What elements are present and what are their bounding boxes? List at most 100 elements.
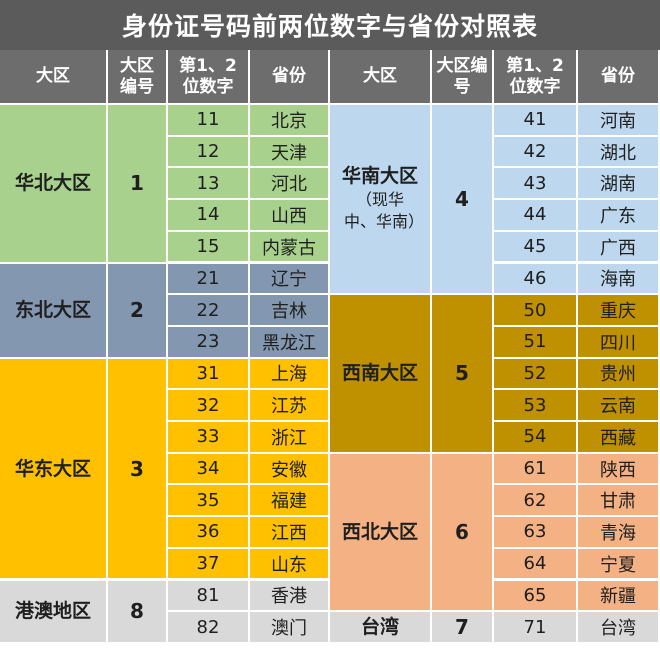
region-name: 西南大区: [330, 295, 432, 454]
province-name: 上海: [250, 358, 330, 391]
region-number: 2: [108, 263, 168, 359]
region-subtitle: （现华中、华南）: [344, 190, 425, 232]
province-name: 香港: [250, 580, 330, 613]
region-name-text: 东北大区: [14, 299, 91, 322]
prefix-code: 36: [168, 517, 250, 549]
prefix-code: 13: [168, 168, 250, 201]
prefix-code: 42: [494, 136, 578, 169]
prefix-code: 54: [494, 422, 578, 454]
province-name: 广东: [578, 200, 660, 232]
province-name: 安徽: [250, 453, 330, 486]
region-name-text: 西南大区: [341, 362, 418, 385]
page-title: 身份证号码前两位数字与省份对照表: [0, 0, 660, 50]
prefix-code: 82: [168, 612, 250, 644]
header-region-no: 大区编号: [432, 50, 494, 105]
province-name: 湖南: [578, 168, 660, 201]
province-name: 河北: [250, 168, 330, 201]
region-name: 华北大区: [0, 105, 108, 264]
prefix-code: 21: [168, 263, 250, 296]
province-name: 澳门: [250, 612, 330, 644]
prefix-code: 44: [494, 200, 578, 232]
region-number: 4: [432, 105, 494, 296]
prefix-code: 22: [168, 295, 250, 327]
region-number: 3: [108, 358, 168, 581]
prefix-code: 62: [494, 485, 578, 518]
region-name: 华南大区 （现华中、华南）: [330, 105, 432, 296]
prefix-code: 14: [168, 200, 250, 232]
header-region-no: 大区编号: [108, 50, 168, 105]
region-name-text: 台湾: [360, 616, 399, 639]
prefix-code: 50: [494, 295, 578, 327]
province-name: 陕西: [578, 453, 660, 486]
province-name: 黑龙江: [250, 326, 330, 359]
province-name: 青海: [578, 517, 660, 549]
province-name: 山西: [250, 200, 330, 232]
province-name: 北京: [250, 105, 330, 137]
province-name: 西藏: [578, 422, 660, 454]
province-name: 四川: [578, 326, 660, 359]
region-name: 港澳地区: [0, 580, 108, 644]
region-number: 8: [108, 580, 168, 644]
province-name: 浙江: [250, 422, 330, 454]
prefix-code: 51: [494, 326, 578, 359]
province-name: 江苏: [250, 390, 330, 422]
prefix-code: 37: [168, 548, 250, 581]
province-name: 江西: [250, 517, 330, 549]
prefix-code: 12: [168, 136, 250, 169]
prefix-code: 23: [168, 326, 250, 359]
region-number: 7: [432, 612, 494, 644]
prefix-code: 33: [168, 422, 250, 454]
province-name: 河南: [578, 105, 660, 137]
prefix-code: 63: [494, 517, 578, 549]
province-name: 台湾: [578, 612, 660, 644]
province-name: 重庆: [578, 295, 660, 327]
prefix-code: 46: [494, 263, 578, 296]
header-region: 大区: [330, 50, 432, 105]
province-name: 天津: [250, 136, 330, 169]
prefix-code: 15: [168, 231, 250, 264]
prefix-code: 65: [494, 580, 578, 613]
region-name: 东北大区: [0, 263, 108, 359]
header-region: 大区: [0, 50, 108, 105]
province-name: 广西: [578, 231, 660, 264]
region-name-text: 西北大区: [341, 520, 418, 543]
region-number: 6: [432, 453, 494, 613]
prefix-code: 45: [494, 231, 578, 264]
prefix-code: 11: [168, 105, 250, 137]
header-province: 省份: [578, 50, 660, 105]
header-digits: 第1、2位数字: [494, 50, 578, 105]
prefix-code: 32: [168, 390, 250, 422]
prefix-code: 52: [494, 358, 578, 391]
province-name: 辽宁: [250, 263, 330, 296]
prefix-code: 61: [494, 453, 578, 486]
province-name: 甘肃: [578, 485, 660, 518]
province-name: 新疆: [578, 580, 660, 613]
prefix-code: 53: [494, 390, 578, 422]
province-name: 山东: [250, 548, 330, 581]
province-name: 福建: [250, 485, 330, 518]
prefix-code: 41: [494, 105, 578, 137]
header-province: 省份: [250, 50, 330, 105]
prefix-code: 81: [168, 580, 250, 613]
province-name: 海南: [578, 263, 660, 296]
province-name: 宁夏: [578, 548, 660, 581]
region-name: 台湾: [330, 612, 432, 644]
province-name: 贵州: [578, 358, 660, 391]
region-name-text: 华东大区: [14, 457, 91, 480]
prefix-code: 35: [168, 485, 250, 518]
region-name-text: 华北大区: [14, 172, 91, 195]
prefix-code: 31: [168, 358, 250, 391]
province-name: 湖北: [578, 136, 660, 169]
region-number: 1: [108, 105, 168, 264]
region-name: 西北大区: [330, 453, 432, 613]
province-name: 云南: [578, 390, 660, 422]
prefix-code: 43: [494, 168, 578, 201]
prefix-code: 64: [494, 548, 578, 581]
prefix-code: 71: [494, 612, 578, 644]
region-name-text: 华南大区: [341, 165, 418, 188]
region-name-text: 港澳地区: [14, 600, 91, 623]
region-number: 5: [432, 295, 494, 454]
prefix-code: 34: [168, 453, 250, 486]
header-digits: 第1、2位数字: [168, 50, 250, 105]
province-name: 吉林: [250, 295, 330, 327]
